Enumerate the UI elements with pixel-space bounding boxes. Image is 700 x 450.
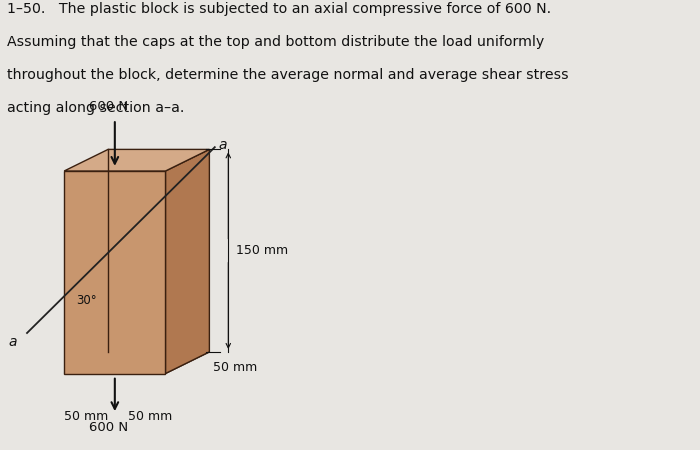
Polygon shape	[64, 149, 209, 171]
Text: 50 mm: 50 mm	[64, 410, 108, 423]
Text: throughout the block, determine the average normal and average shear stress: throughout the block, determine the aver…	[7, 68, 568, 82]
Text: 50 mm: 50 mm	[213, 361, 257, 374]
Text: 30°: 30°	[76, 294, 97, 307]
Text: 600 N: 600 N	[88, 99, 127, 112]
Text: Assuming that the caps at the top and bottom distribute the load uniformly: Assuming that the caps at the top and bo…	[7, 35, 544, 49]
Text: a: a	[219, 138, 228, 152]
Polygon shape	[64, 171, 165, 374]
Text: 150 mm: 150 mm	[237, 244, 288, 257]
Text: 50 mm: 50 mm	[128, 410, 173, 423]
Text: acting along section a–a.: acting along section a–a.	[7, 101, 184, 115]
Text: a: a	[8, 335, 17, 349]
Text: 1–50.   The plastic block is subjected to an axial compressive force of 600 N.: 1–50. The plastic block is subjected to …	[7, 2, 551, 16]
Polygon shape	[165, 149, 209, 374]
Text: 600 N: 600 N	[88, 421, 127, 434]
Polygon shape	[64, 352, 209, 374]
